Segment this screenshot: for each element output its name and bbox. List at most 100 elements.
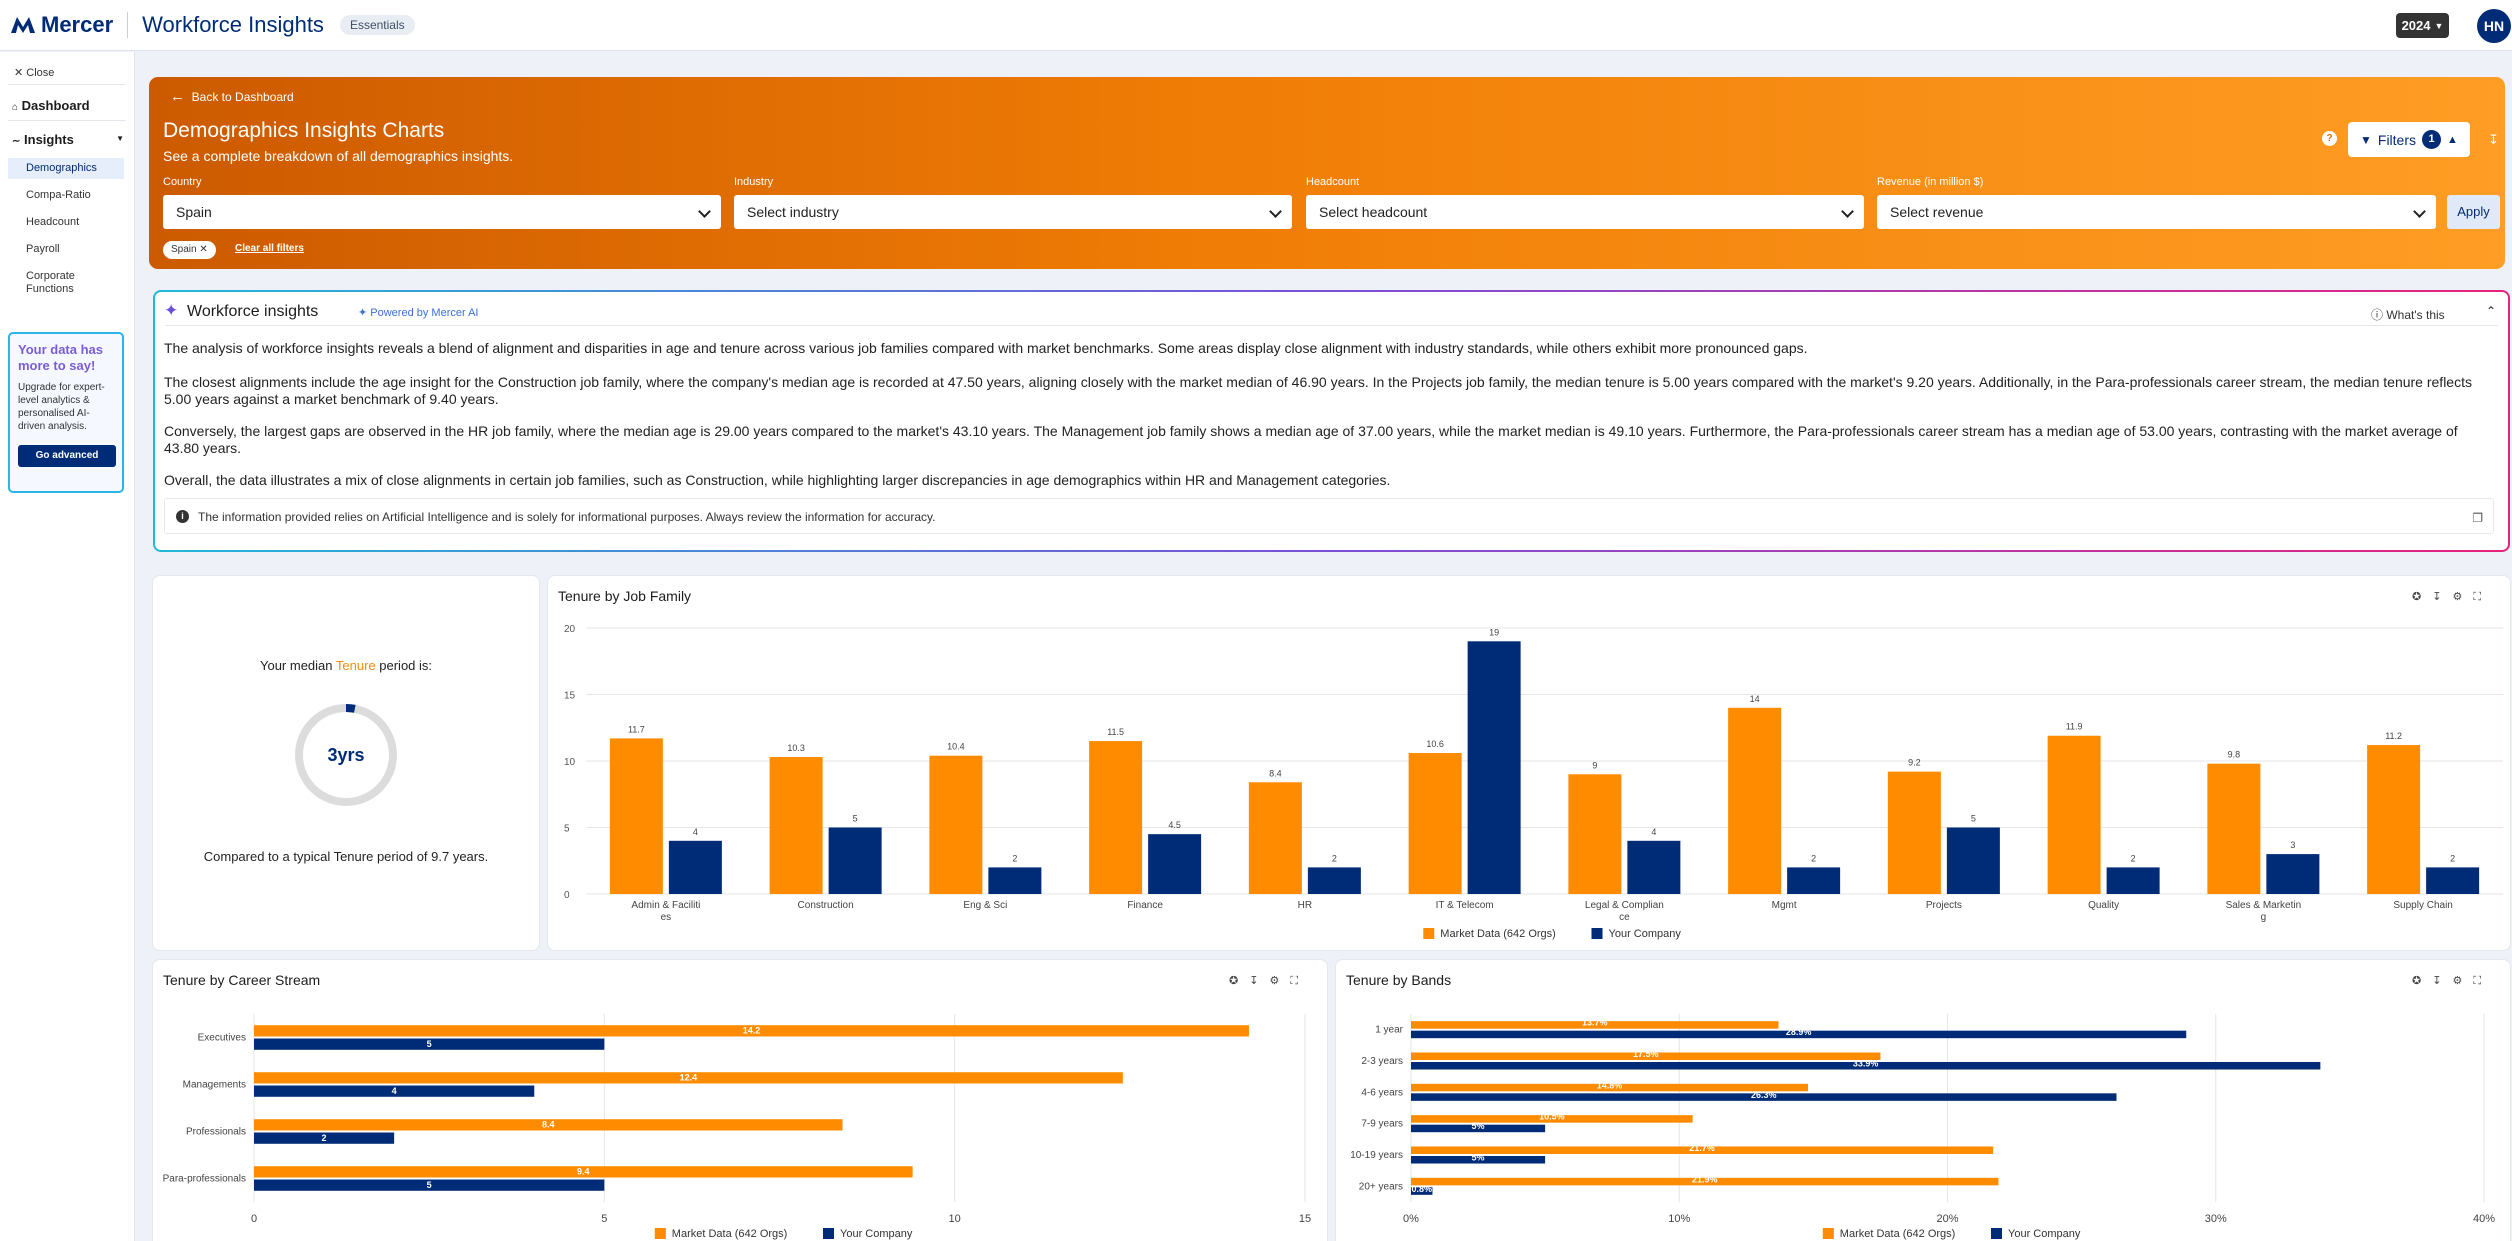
clear-all-filters-link[interactable]: Clear all filters xyxy=(235,243,304,254)
y-tick-label: 4-6 years xyxy=(1361,1087,1403,1098)
collapse-chevron-icon[interactable]: ⌃ xyxy=(2486,304,2497,318)
data-label: 3 xyxy=(2290,840,2295,850)
sidebar-item-payroll[interactable]: Payroll xyxy=(26,243,60,255)
pin-icon[interactable]: ✪ xyxy=(2412,975,2433,987)
legend-label: Your Company xyxy=(840,1228,913,1240)
go-advanced-button[interactable]: Go advanced xyxy=(18,445,116,467)
x-tick-label: Sales & Marketin xyxy=(2226,900,2302,911)
pin-icon[interactable]: ✪ xyxy=(1229,975,1250,987)
chart-title: Tenure by Career Stream xyxy=(163,972,321,988)
bar xyxy=(1148,834,1202,894)
chevron-down-icon: ▼ xyxy=(2434,20,2444,31)
bar xyxy=(1307,867,1361,894)
industry-select[interactable]: Select industry xyxy=(734,195,1292,229)
sidebar-item-demographics[interactable]: Demographics xyxy=(8,158,124,179)
data-label: 5 xyxy=(1971,814,1976,824)
y-tick-label: 1 year xyxy=(1375,1025,1403,1036)
x-tick-label: Quality xyxy=(2088,900,2119,911)
filters-label: Filters xyxy=(2377,131,2417,148)
gear-icon[interactable]: ⚙ xyxy=(2452,591,2474,603)
download-icon[interactable]: ↧ xyxy=(2432,591,2453,603)
x-tick-label: 0 xyxy=(251,1213,257,1225)
bar xyxy=(2266,854,2320,894)
bar xyxy=(1411,1021,1779,1029)
upgrade-promo: Your data has more to say! Upgrade for e… xyxy=(8,332,124,493)
bar xyxy=(1248,782,1302,894)
help-icon[interactable]: ? xyxy=(2322,131,2337,146)
data-label: 4 xyxy=(392,1086,397,1096)
sidebar-item-dashboard[interactable]: ⌂ Dashboard xyxy=(12,98,90,113)
country-select[interactable]: Spain xyxy=(163,195,721,229)
expand-icon[interactable]: ⛶ xyxy=(1290,975,1310,987)
filters-hero: ← Back to Dashboard Demographics Insight… xyxy=(149,77,2505,269)
year-select[interactable]: 2024 ▼ xyxy=(2396,13,2449,38)
back-to-dashboard-link[interactable]: ← Back to Dashboard xyxy=(170,88,294,105)
user-avatar[interactable]: HN xyxy=(2477,9,2511,43)
y-tick-label: 2-3 years xyxy=(1361,1056,1403,1067)
download-icon[interactable]: ↧ xyxy=(1249,975,1270,987)
tenure-by-career-stream-card: Tenure by Career Stream ✪↧⚙⛶ 0 5 10 15 Execu… xyxy=(153,960,1327,1241)
bar xyxy=(2367,745,2421,894)
expand-icon[interactable]: ⛶ xyxy=(2473,975,2493,987)
x-tick-label: 5 xyxy=(601,1213,607,1225)
x-tick-label: 40% xyxy=(2473,1213,2495,1225)
brand-name: Mercer xyxy=(41,12,114,37)
y-tick-label: 15 xyxy=(564,691,576,702)
chevron-down-icon: ▼ xyxy=(116,134,124,143)
gear-icon[interactable]: ⚙ xyxy=(2452,975,2474,987)
info-icon: i xyxy=(176,510,189,523)
bar xyxy=(668,840,722,894)
ai-disclaimer: i The information provided relies on Arti… xyxy=(164,498,2494,534)
median-label-highlight: Tenure xyxy=(335,658,376,673)
data-label: 8.4 xyxy=(1269,768,1282,778)
career-stream-chart: 0 5 10 15 Executives 14.2 5 Managements 12.4 4 Pro… xyxy=(163,1014,1311,1240)
bar xyxy=(2207,763,2261,894)
filters-toggle-button[interactable]: ▼ Filters 1 ▲ xyxy=(2348,122,2470,157)
data-label: 28.9% xyxy=(1786,1027,1812,1037)
data-label: 2 xyxy=(322,1133,327,1143)
bar xyxy=(1408,753,1462,894)
chevron-down-icon xyxy=(698,205,711,218)
download-icon[interactable]: ↧ xyxy=(2488,132,2499,147)
data-label: 4 xyxy=(693,827,698,837)
expand-icon[interactable]: ⛶ xyxy=(2473,591,2493,603)
data-label: 5 xyxy=(427,1039,432,1049)
country-label: Country xyxy=(163,176,202,188)
pin-icon[interactable]: ✪ xyxy=(2412,591,2433,603)
y-tick-label: Executives xyxy=(198,1033,246,1044)
sidebar-close-button[interactable]: ✕ Close xyxy=(14,66,54,79)
data-label: 11.5 xyxy=(1107,727,1124,737)
bar xyxy=(254,1119,843,1131)
insights-title: Workforce insights xyxy=(187,303,319,320)
revenue-select[interactable]: Select revenue xyxy=(1877,195,2436,229)
disclaimer-text: The information provided relies on Artif… xyxy=(198,510,936,524)
chart-title: Tenure by Bands xyxy=(1346,972,1452,988)
median-tenure-card: Your median Tenure period is: 3yrs Compa… xyxy=(153,576,539,950)
data-label: 14.8% xyxy=(1597,1080,1623,1090)
x-tick-label: HR xyxy=(1298,900,1312,911)
sidebar-item-corporate-functions[interactable]: Corporate Functions xyxy=(26,270,75,295)
mercer-logo[interactable]: Mercer xyxy=(10,12,113,38)
sidebar-item-compa-ratio[interactable]: Compa-Ratio xyxy=(26,189,91,201)
y-tick-label: 0 xyxy=(564,890,570,901)
download-icon[interactable]: ↧ xyxy=(2432,975,2453,987)
industry-value: Select industry xyxy=(747,204,839,220)
apply-button[interactable]: Apply xyxy=(2447,195,2500,229)
legend-swatch xyxy=(1591,928,1603,939)
bar xyxy=(828,827,882,894)
whats-this-link[interactable]: ⓘ What's this xyxy=(2371,306,2445,323)
copy-icon[interactable]: ❐ xyxy=(2472,511,2483,525)
workforce-insights-panel: ✦ Workforce insights ✦ Powered by Mercer… xyxy=(153,290,2510,552)
bar xyxy=(1787,867,1841,894)
bar xyxy=(254,1038,605,1050)
headcount-select[interactable]: Select headcount xyxy=(1306,195,1864,229)
close-icon[interactable]: ✕ xyxy=(199,244,208,255)
sidebar-item-insights[interactable]: ∼ Insights ▼ xyxy=(12,132,124,147)
x-tick-label: 10% xyxy=(1668,1213,1690,1225)
filter-chip-spain[interactable]: Spain ✕ xyxy=(163,241,216,259)
sparkle-icon: ✦ xyxy=(164,301,179,320)
sidebar-item-headcount[interactable]: Headcount xyxy=(26,216,80,228)
gear-icon[interactable]: ⚙ xyxy=(1269,975,1291,987)
data-label: 2 xyxy=(1332,853,1337,863)
insight-paragraph: Overall, the data illustrates a mix of c… xyxy=(164,472,1391,488)
